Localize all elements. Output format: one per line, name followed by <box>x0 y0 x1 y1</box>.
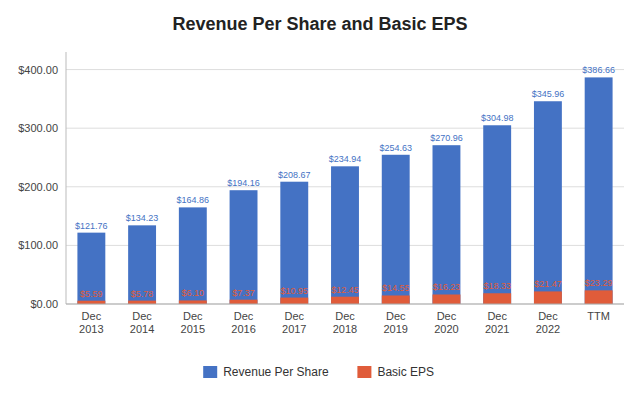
data-label: $134.23 <box>126 213 159 223</box>
x-axis-line <box>66 304 624 305</box>
y-tick-label: $200.00 <box>18 181 58 193</box>
data-label: $194.16 <box>227 178 260 188</box>
x-tick-label: Dec2019 <box>383 310 407 335</box>
legend-label: Basic EPS <box>377 365 434 379</box>
x-tick-label: Dec2013 <box>79 310 103 335</box>
data-label: $254.63 <box>379 143 412 153</box>
bar <box>128 301 156 304</box>
data-label: $345.96 <box>532 89 565 99</box>
chart-container: Revenue Per Share and Basic EPS $0.00 $100… <box>0 0 640 396</box>
bar <box>77 233 105 304</box>
bar <box>534 291 562 304</box>
x-tick-label: Dec2014 <box>130 310 154 335</box>
grid <box>66 70 624 304</box>
data-label: $208.67 <box>278 170 311 180</box>
data-label: $5.78 <box>131 289 154 299</box>
grid-line <box>66 69 624 70</box>
chart-svg: Revenue Per Share and Basic EPS $0.00 $100… <box>0 0 640 396</box>
bar <box>230 190 258 304</box>
bar <box>433 145 461 304</box>
bar <box>433 294 461 304</box>
x-tick-label: Dec2022 <box>536 310 560 335</box>
data-label: $270.96 <box>430 133 463 143</box>
data-label: $304.98 <box>481 113 514 123</box>
x-tick-label: Dec2015 <box>181 310 205 335</box>
grid-line <box>66 304 624 305</box>
data-label: $386.66 <box>582 65 615 75</box>
bar <box>179 207 207 304</box>
bar <box>280 182 308 304</box>
title: Revenue Per Share and Basic EPS <box>172 14 467 34</box>
bar <box>382 295 410 304</box>
x-tick-label: Dec2021 <box>485 310 509 335</box>
data-label: $121.76 <box>75 221 108 231</box>
data-label: $164.86 <box>177 195 210 205</box>
data-label: $5.59 <box>80 289 103 299</box>
y-tick-label: $300.00 <box>18 122 58 134</box>
bar <box>534 101 562 304</box>
legend: Revenue Per Share Basic EPS <box>203 365 434 379</box>
data-label: $7.37 <box>232 288 255 298</box>
data-label: $16.23 <box>433 282 461 292</box>
legend-swatch <box>203 366 217 378</box>
y-tick-label: $400.00 <box>18 64 58 76</box>
x-tick-label: TTM <box>587 310 610 322</box>
legend-label: Revenue Per Share <box>223 365 329 379</box>
x-tick-label: Dec2017 <box>282 310 306 335</box>
legend-swatch <box>357 366 371 378</box>
data-label: $18.33 <box>483 281 511 291</box>
y-axis-line <box>66 52 67 304</box>
bar <box>230 300 258 304</box>
bar <box>483 293 511 304</box>
data-label: $23.29 <box>585 278 613 288</box>
bar <box>128 225 156 304</box>
bar <box>280 298 308 304</box>
bar <box>483 125 511 304</box>
bar <box>331 166 359 304</box>
x-tick-label: Dec2016 <box>231 310 255 335</box>
y-tick-label: $100.00 <box>18 239 58 251</box>
data-label: $6.10 <box>182 288 205 298</box>
x-tick-label: Dec2018 <box>333 310 357 335</box>
bar <box>179 300 207 304</box>
bar <box>382 155 410 304</box>
data-label: $12.45 <box>331 285 359 295</box>
bar <box>585 77 613 304</box>
data-label: $10.95 <box>281 286 309 296</box>
x-tick-label: Dec2020 <box>434 310 458 335</box>
data-label: $21.47 <box>534 279 562 289</box>
bars <box>77 77 612 304</box>
data-label: $234.94 <box>329 154 362 164</box>
bar <box>331 297 359 304</box>
y-tick-label: $0.00 <box>30 298 58 310</box>
background <box>0 0 640 396</box>
bar <box>585 290 613 304</box>
data-label: $14.55 <box>382 283 410 293</box>
